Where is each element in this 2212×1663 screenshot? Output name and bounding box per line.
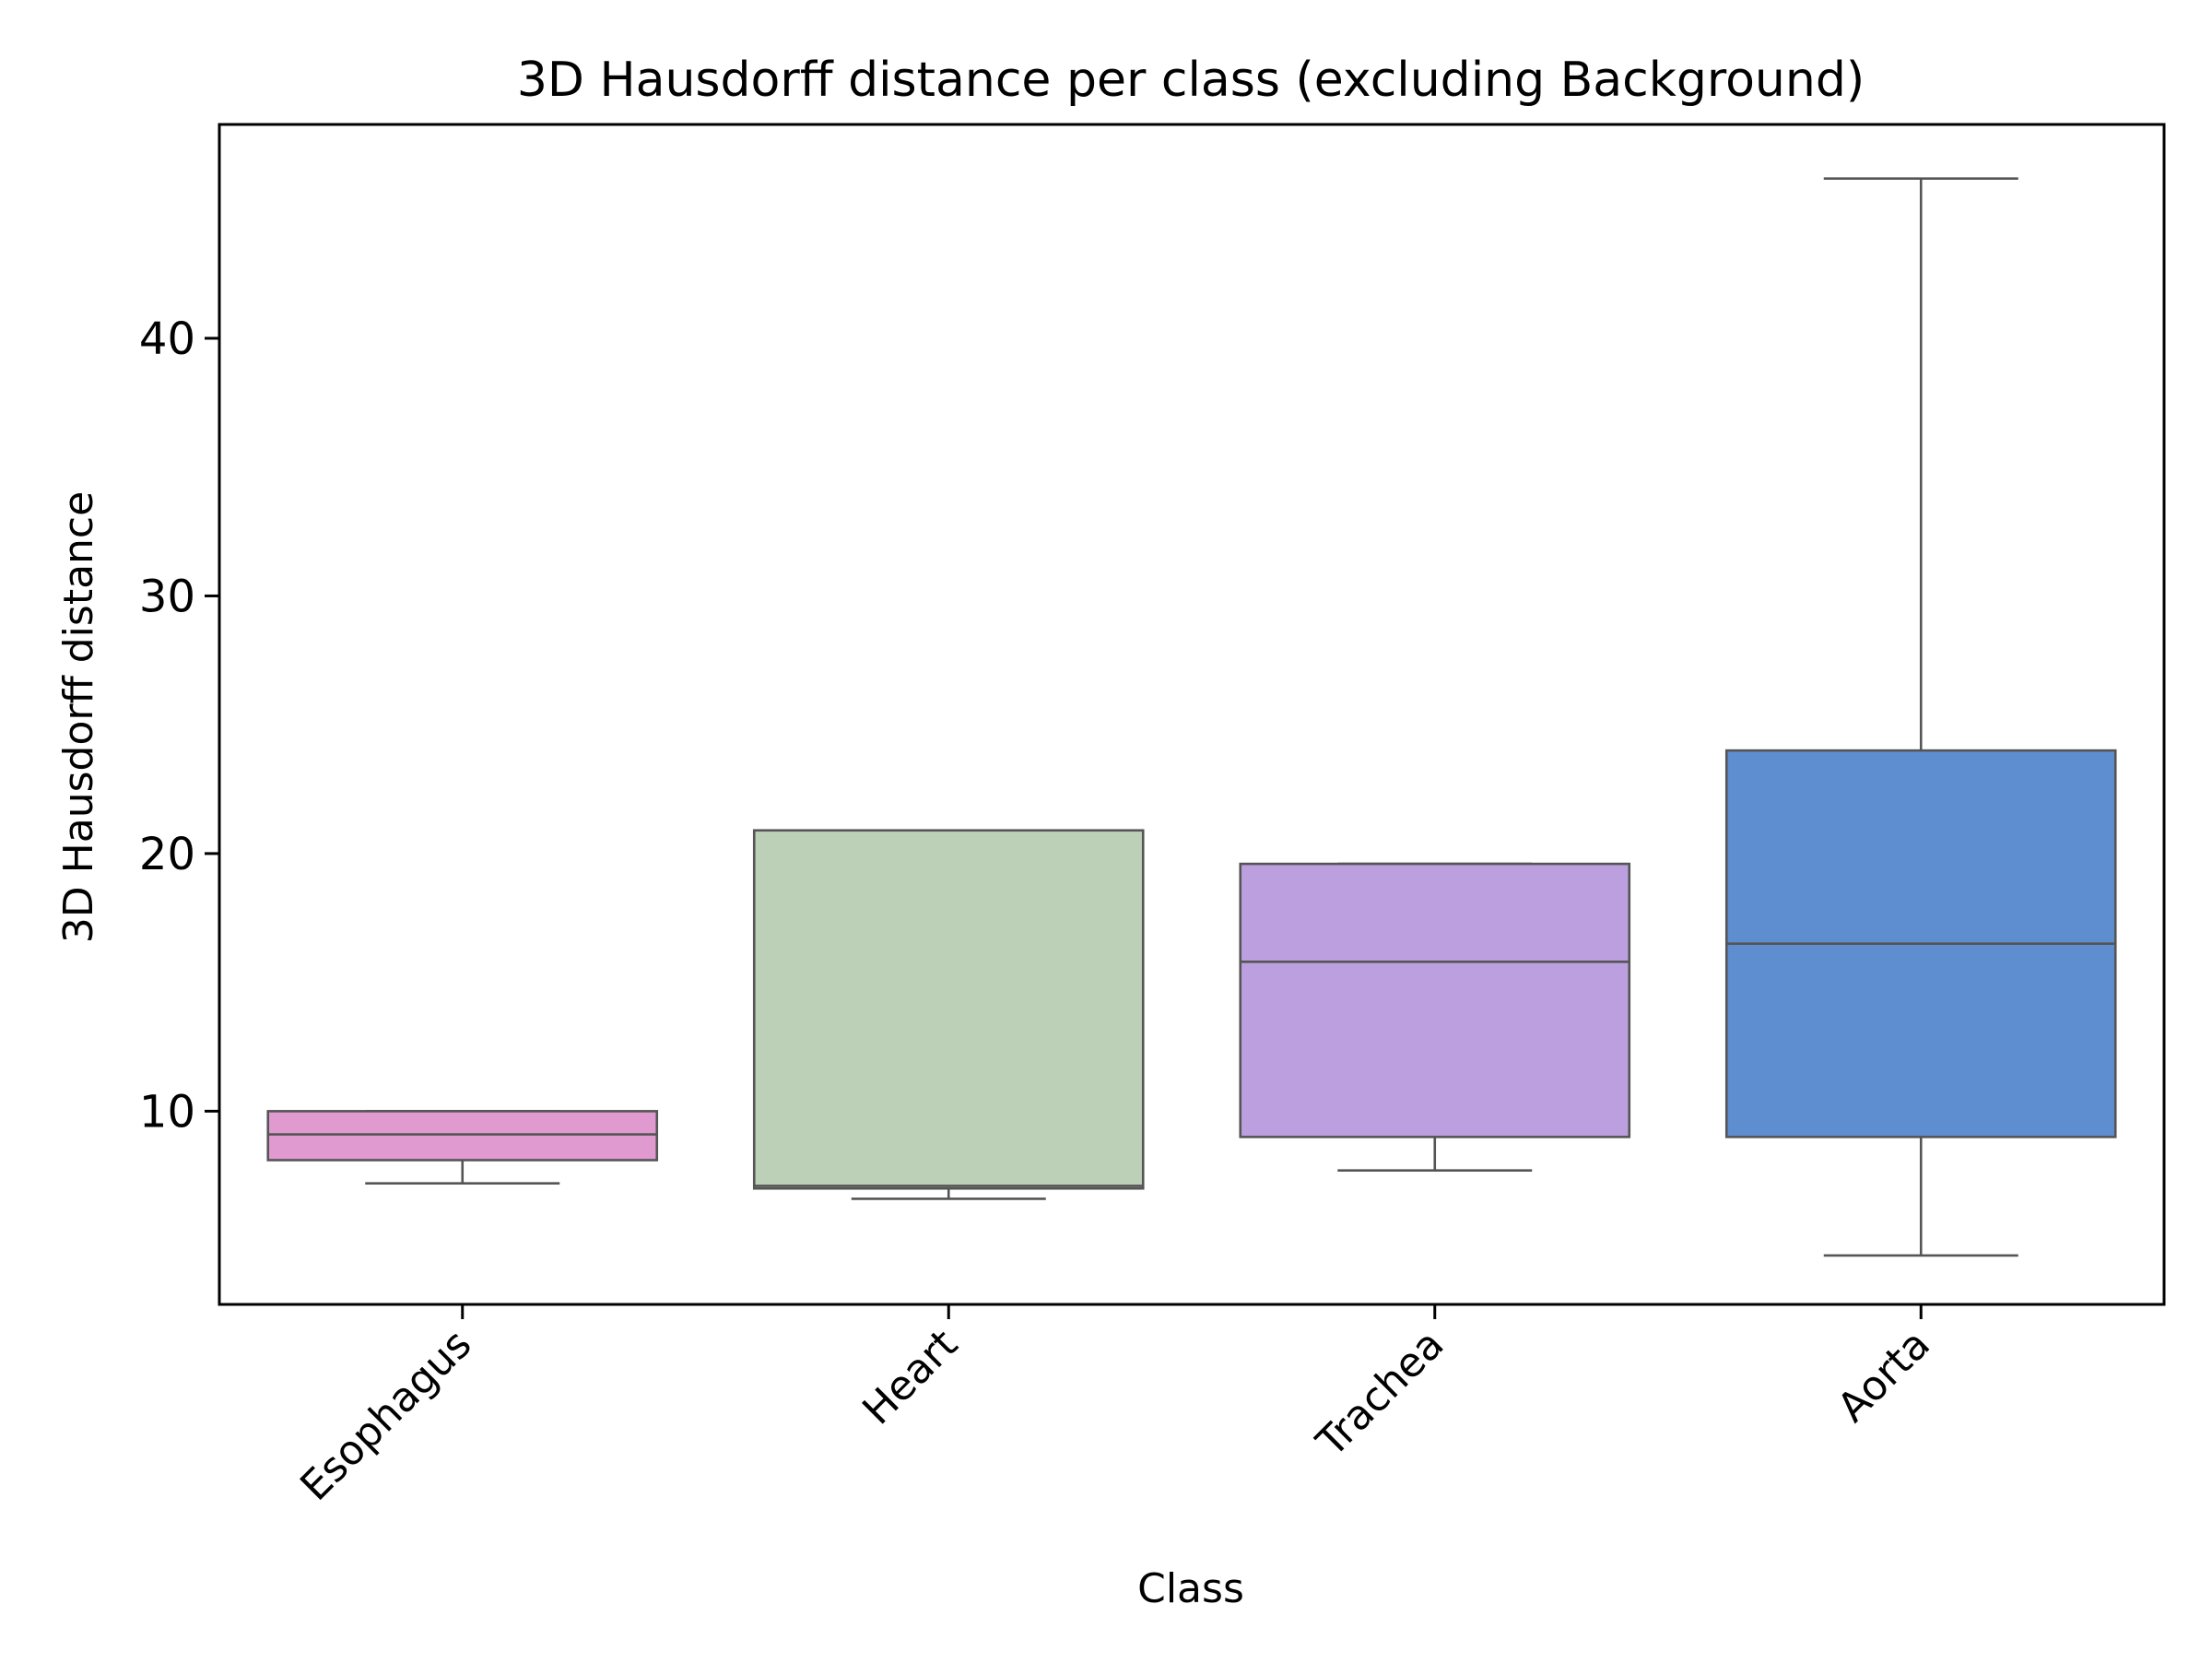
heart-box: [752, 829, 1145, 1190]
y-tick-label: 10: [139, 1086, 195, 1138]
x-tick-label-heart: Heart: [853, 1321, 967, 1434]
x-tick-label-esophagus: Esophagus: [291, 1321, 480, 1510]
y-tick-label: 30: [139, 571, 195, 622]
x-tick-label-aorta: Aorta: [1829, 1321, 1939, 1432]
chart-title: 3D Hausdorff distance per class (excludi…: [517, 53, 1865, 108]
trachea-box: [1239, 862, 1631, 1138]
y-axis-label: 3D Hausdorff distance: [55, 491, 102, 943]
y-tick-label: 40: [139, 313, 195, 365]
x-axis-label: Class: [1137, 1565, 1244, 1612]
y-tick-label: 20: [139, 829, 195, 880]
esophagus-box: [266, 1110, 659, 1162]
x-tick-label-trachea: Trachea: [1307, 1321, 1453, 1467]
plot-frame: [218, 123, 2166, 1306]
